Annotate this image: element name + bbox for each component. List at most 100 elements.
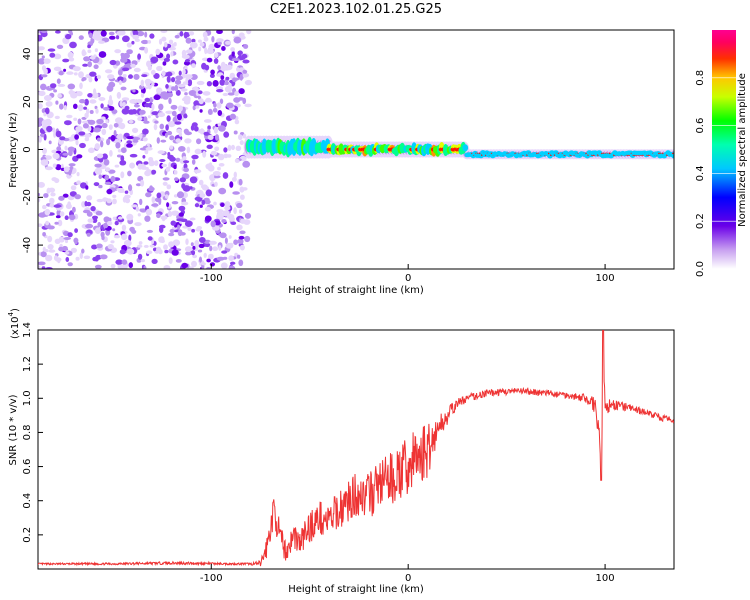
y-tick-label: -40	[22, 237, 33, 253]
noise-blob	[94, 167, 103, 175]
noise-blob	[108, 169, 116, 174]
y-tick-label: 40	[22, 48, 33, 61]
noise-blob	[189, 41, 198, 49]
noise-blob	[55, 215, 61, 219]
noise-blob	[163, 57, 170, 62]
noise-blob	[163, 265, 171, 269]
noise-blob	[236, 254, 241, 259]
noise-blob	[84, 133, 91, 138]
noise-blob	[222, 210, 230, 217]
noise-blob	[207, 108, 213, 115]
noise-blob	[145, 208, 153, 216]
y-tick-label: 0.8	[22, 424, 33, 440]
noise-blob	[169, 145, 174, 150]
noise-blob	[233, 207, 237, 215]
noise-blob	[103, 159, 110, 166]
noise-blob	[110, 240, 115, 244]
noise-blob	[189, 176, 198, 184]
noise-blob	[57, 94, 63, 98]
noise-blob	[73, 72, 78, 76]
noise-blob	[216, 89, 224, 93]
noise-blob	[87, 93, 93, 98]
noise-blob	[198, 237, 206, 243]
noise-blob	[78, 71, 84, 79]
noise-blob	[98, 51, 107, 58]
noise-blob	[40, 251, 47, 258]
noise-blob	[53, 89, 57, 93]
noise-blob	[94, 264, 102, 269]
noise-blob	[67, 195, 75, 201]
noise-blob	[122, 102, 126, 107]
noise-blob	[82, 120, 89, 124]
noise-blob	[107, 74, 115, 80]
noise-blob	[40, 30, 48, 33]
top-x-axis: -100 0 100	[200, 264, 615, 284]
noise-blob	[198, 98, 204, 105]
noise-blob	[239, 186, 245, 193]
noise-blob	[185, 251, 192, 256]
noise-blob	[167, 152, 171, 157]
noise-blob	[217, 110, 223, 116]
noise-blob	[66, 114, 73, 119]
noise-blob	[204, 206, 211, 212]
noise-blob	[241, 53, 248, 59]
noise-blob	[181, 183, 186, 189]
noise-blob	[246, 30, 252, 35]
y-tick-label: 0	[22, 146, 33, 152]
noise-blob	[216, 86, 223, 90]
noise-blob	[83, 106, 87, 110]
noise-blob	[115, 259, 123, 265]
noise-blob	[233, 239, 239, 245]
noise-blob	[144, 31, 148, 38]
noise-blob	[173, 170, 178, 175]
x-tick-label: 0	[405, 273, 411, 284]
noise-blob	[165, 84, 169, 89]
noise-blob	[221, 64, 228, 71]
noise-blob	[109, 150, 113, 157]
noise-blob	[174, 34, 180, 39]
noise-blob	[133, 73, 140, 80]
noise-blob	[80, 182, 87, 189]
noise-blob	[183, 128, 189, 134]
noise-blob	[58, 195, 65, 201]
noise-blob	[171, 110, 177, 117]
noise-blob	[112, 228, 116, 232]
noise-blob	[126, 49, 133, 55]
noise-blob	[144, 103, 151, 108]
noise-blob	[90, 37, 95, 44]
noise-blob	[213, 102, 217, 108]
noise-blob	[199, 230, 204, 237]
noise-blob	[55, 100, 59, 105]
noise-blob	[96, 74, 102, 80]
noise-blob	[238, 209, 243, 214]
noise-blob	[55, 164, 62, 171]
noise-blob	[38, 181, 45, 188]
noise-blob	[206, 57, 213, 63]
noise-blob	[101, 153, 108, 160]
noise-blob	[131, 40, 135, 45]
noise-blob	[77, 118, 82, 125]
noise-blob	[38, 223, 43, 227]
noise-blob	[177, 84, 186, 88]
noise-blob	[181, 201, 189, 206]
noise-blob	[220, 262, 228, 269]
noise-blob	[120, 266, 126, 269]
noise-blob	[209, 245, 213, 252]
noise-blob	[43, 112, 47, 117]
noise-blob	[205, 189, 212, 197]
noise-blob	[101, 122, 108, 129]
noise-blob	[112, 216, 117, 220]
noise-blob	[164, 249, 169, 254]
noise-blob	[154, 160, 159, 167]
noise-blob	[121, 259, 128, 265]
noise-blob	[64, 215, 69, 220]
noise-blob	[165, 110, 174, 115]
noise-blob	[45, 101, 53, 107]
noise-blob	[139, 147, 147, 151]
heatmap-cells	[38, 30, 674, 269]
noise-blob	[100, 103, 104, 109]
noise-blob	[144, 149, 149, 155]
noise-blob	[92, 35, 98, 40]
noise-blob	[141, 39, 149, 45]
noise-blob	[230, 261, 236, 265]
